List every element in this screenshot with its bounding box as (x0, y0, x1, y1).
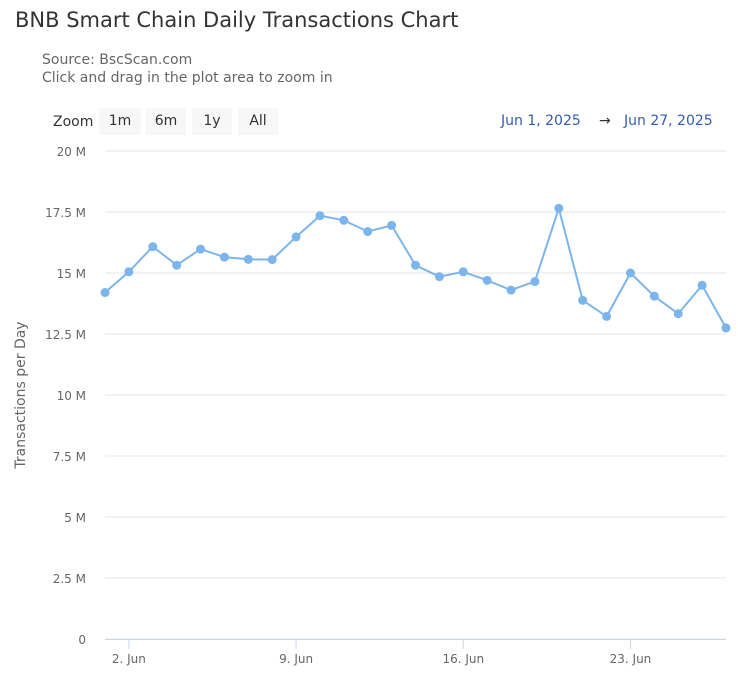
data-point[interactable] (219, 252, 229, 262)
y-tick-label: 10 M (57, 389, 86, 403)
data-point[interactable] (458, 267, 468, 277)
y-tick-label: 0 (78, 633, 86, 647)
data-point[interactable] (172, 260, 182, 270)
zoom-label: Zoom (53, 114, 94, 130)
y-tick-label: 20 M (57, 145, 86, 159)
data-point[interactable] (578, 295, 588, 305)
data-point[interactable] (291, 232, 301, 242)
data-point[interactable] (530, 277, 540, 287)
range-to-input[interactable]: Jun 27, 2025 (624, 113, 713, 129)
data-point[interactable] (339, 215, 349, 225)
chart-title: BNB Smart Chain Daily Transactions Chart (15, 8, 459, 32)
series-points (100, 203, 731, 333)
zoom-all-button[interactable]: All (238, 108, 278, 135)
data-point[interactable] (100, 288, 110, 298)
x-tick-label: 9. Jun (279, 652, 313, 666)
data-point[interactable] (506, 285, 516, 295)
data-point[interactable] (196, 244, 206, 254)
x-tick-label: 16. Jun (442, 652, 484, 666)
x-axis-ticks: 2. Jun 9. Jun 16. Jun 23. Jun (112, 639, 651, 666)
y-tick-label: 7.5 M (53, 450, 86, 464)
y-tick-label: 5 M (64, 511, 86, 525)
data-point[interactable] (482, 275, 492, 285)
zoom-1y-button[interactable]: 1y (192, 108, 232, 135)
data-point[interactable] (625, 268, 635, 278)
data-point[interactable] (243, 254, 253, 264)
data-point[interactable] (554, 203, 564, 213)
data-point[interactable] (315, 211, 325, 221)
data-point[interactable] (411, 260, 420, 270)
zoom-hint: Click and drag in the plot area to zoom … (42, 70, 333, 86)
y-tick-label: 17.5 M (45, 206, 86, 220)
y-axis-ticks: 0 2.5 M 5 M 7.5 M 10 M 12.5 M 15 M 17.5 M 20 M (45, 145, 86, 647)
range-arrow: → (599, 113, 611, 129)
data-point[interactable] (649, 291, 659, 301)
data-point[interactable] (602, 311, 612, 321)
data-point[interactable] (387, 220, 397, 230)
y-tick-label: 12.5 M (45, 328, 86, 342)
data-point[interactable] (434, 272, 444, 282)
grid-lines (105, 150, 726, 640)
data-point[interactable] (267, 255, 277, 265)
y-tick-label: 2.5 M (53, 572, 86, 586)
data-point[interactable] (721, 323, 731, 333)
data-point[interactable] (697, 280, 707, 290)
zoom-6m-button[interactable]: 6m (146, 108, 186, 135)
zoom-1m-button[interactable]: 1m (99, 108, 141, 135)
data-point[interactable] (673, 309, 683, 319)
y-tick-label: 15 M (57, 267, 86, 281)
chart-source: Source: BscScan.com (42, 52, 193, 68)
x-tick-label: 23. Jun (610, 652, 652, 666)
range-from-input[interactable]: Jun 1, 2025 (501, 113, 581, 129)
data-point[interactable] (363, 227, 373, 237)
x-tick-label: 2. Jun (112, 652, 146, 666)
y-axis-label: Transactions per Day (13, 321, 29, 469)
data-point[interactable] (124, 267, 134, 277)
data-point[interactable] (148, 242, 158, 252)
